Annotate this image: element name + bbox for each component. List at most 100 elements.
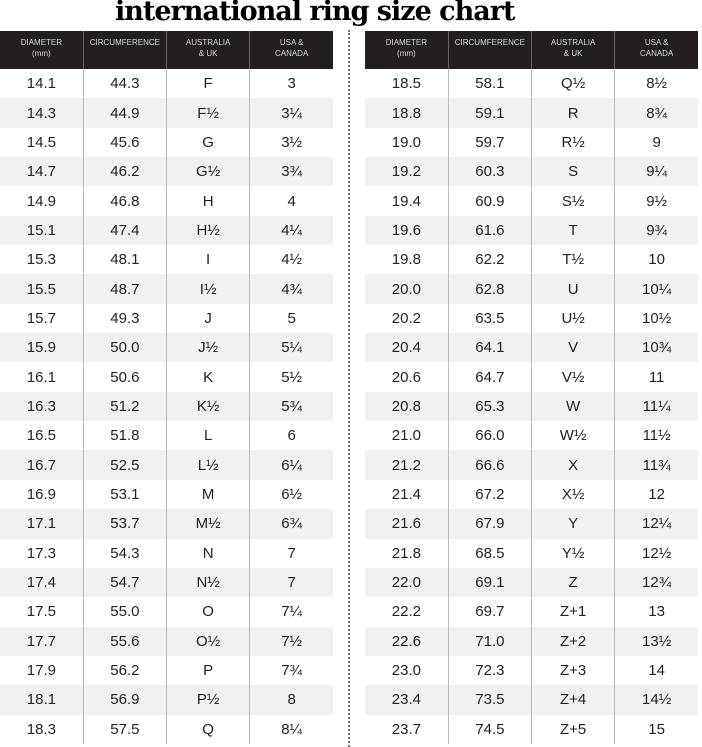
cell-us-ca-size: 11¼ [614,391,698,422]
cell-au-uk-size: M½ [165,509,250,539]
cell-diameter: 14.3 [0,98,84,128]
cell-diameter: 21.0 [391,427,421,445]
cell-diameter: 20.6 [391,368,421,386]
cell-circumference: 67.9 [447,509,532,539]
cell-circumference: 54.3 [82,538,167,568]
cell-au-uk-size: J½ [165,333,250,363]
cell-us-ca-size: 10½ [614,303,698,334]
cell-circumference: 50.0 [82,333,167,363]
cell-us-ca-size: 9¾ [614,215,698,246]
cell-diameter: 14.5 [26,133,56,151]
cell-us-ca-size: 10 [614,245,698,275]
cell-us-ca-size: 5 [249,303,333,334]
cell-diameter: 18.5 [391,75,421,93]
cell-diameter: 16.5 [26,427,56,445]
header-au-uk-size: AUSTRALIA & UK [165,31,250,69]
table-row: 15.1 47.4 H½ 4¼ [0,215,333,246]
cell-us-ca-size: 10¼ [614,274,698,304]
cell-circumference: 51.2 [82,391,167,422]
table-row: 16.3 51.2 K½ 5¾ [0,391,333,422]
cell-diameter: 18.3 [26,720,56,738]
cell-circumference: 47.4 [82,215,167,246]
cell-circumference: 68.5 [447,538,532,568]
cell-diameter: 20.0 [365,274,449,304]
cell-circumference: 45.6 [82,127,167,158]
cell-diameter: 17.4 [0,567,84,598]
cell-circumference: 59.1 [447,98,532,128]
cell-circumference: 66.0 [447,421,532,451]
cell-circumference: 64.1 [447,333,532,363]
cell-circumference: 53.7 [82,509,167,539]
cell-circumference: 49.3 [82,303,167,334]
cell-diameter: 17.5 [26,603,56,621]
cell-circumference: 46.2 [82,157,167,187]
table-row: 15.9 50.0 J½ 5¼ [0,333,333,363]
header-row: DIAMETER (mm) CIRCUMFERENCE AUSTRALIA & UK… [365,31,698,69]
cell-diameter: 17.7 [0,626,84,656]
cell-circumference: 60.9 [447,186,532,216]
cell-diameter: 19.4 [391,192,421,210]
cell-us-ca-size: 7½ [249,626,333,656]
cell-diameter: 17.9 [26,662,56,680]
table-row: 20.6 64.7 V½ 11 [365,362,698,392]
table-row: 19.6 61.6 T 9¾ [365,215,698,246]
page-title: international ring size chart [115,0,515,27]
table-row: 16.9 53.1 M 6½ [0,479,333,510]
cell-au-uk-size: N½ [165,567,250,598]
cell-us-ca-size: 4¾ [249,274,333,304]
cell-circumference: 55.0 [82,597,167,627]
cell-diameter: 23.4 [365,685,449,715]
cell-circumference: 52.5 [82,450,167,480]
cell-diameter: 16.3 [0,391,84,422]
table-row: 17.7 55.6 O½ 7½ [0,626,333,656]
cell-diameter: 17.3 [26,544,56,562]
table-row: 17.4 54.7 N½ 7 [0,567,333,598]
cell-us-ca-size: 13½ [614,626,698,656]
cell-diameter: 14.9 [26,192,56,210]
cell-au-uk-size: G½ [165,157,250,187]
cell-circumference: 62.8 [447,274,532,304]
cell-circumference: 58.1 [447,69,532,99]
cell-diameter: 19.2 [365,157,449,187]
table-row: 16.1 50.6 K 5½ [0,362,333,392]
table-row: 21.4 67.2 X½ 12 [365,479,698,510]
cell-diameter: 19.6 [365,215,449,246]
ring-size-table-left: DIAMETER (mm) CIRCUMFERENCE AUSTRALIA & UK… [0,31,333,744]
cell-au-uk-size: Z+2 [530,626,615,656]
cell-diameter: 15.3 [26,251,56,269]
cell-au-uk-size: U½ [530,303,615,334]
cell-au-uk-size: O½ [165,626,250,656]
cell-circumference: 53.1 [82,479,167,510]
cell-us-ca-size: 3¾ [249,157,333,187]
cell-diameter: 22.6 [365,626,449,656]
table-row: 22.6 71.0 Z+2 13½ [365,626,698,656]
cell-diameter: 19.0 [391,133,421,151]
cell-us-ca-size: 6½ [249,479,333,510]
table-row: 17.1 53.7 M½ 6¾ [0,509,333,539]
table-row: 18.3 57.5 Q 8¼ [0,714,333,744]
cell-diameter: 21.2 [365,450,449,480]
cell-circumference: 59.7 [447,127,532,158]
cell-circumference: 66.6 [447,450,532,480]
cell-diameter: 15.1 [0,215,84,246]
cell-diameter: 15.5 [0,274,84,304]
cell-us-ca-size: 4½ [249,245,333,275]
cell-circumference: 50.6 [82,362,167,392]
table-row: 21.8 68.5 Y½ 12½ [365,538,698,568]
cell-diameter: 17.1 [0,509,84,539]
cell-circumference: 44.3 [82,69,167,99]
header-diameter: DIAMETER (mm) [0,31,84,69]
cell-diameter: 22.2 [391,603,421,621]
table-row: 18.5 58.1 Q½ 8½ [365,69,698,99]
cell-us-ca-size: 7¼ [249,597,333,627]
cell-au-uk-size: P [165,655,250,686]
cell-us-ca-size: 3 [249,69,333,99]
cell-us-ca-size: 14 [614,655,698,686]
cell-circumference: 46.8 [82,186,167,216]
cell-us-ca-size: 8 [249,685,333,715]
table-row: 23.0 72.3 Z+3 14 [365,655,698,686]
cell-circumference: 62.2 [447,245,532,275]
table-row: 17.9 56.2 P 7¾ [0,655,333,686]
table-row: 14.1 44.3 F 3 [0,69,333,99]
table-row: 20.0 62.8 U 10¼ [365,274,698,304]
